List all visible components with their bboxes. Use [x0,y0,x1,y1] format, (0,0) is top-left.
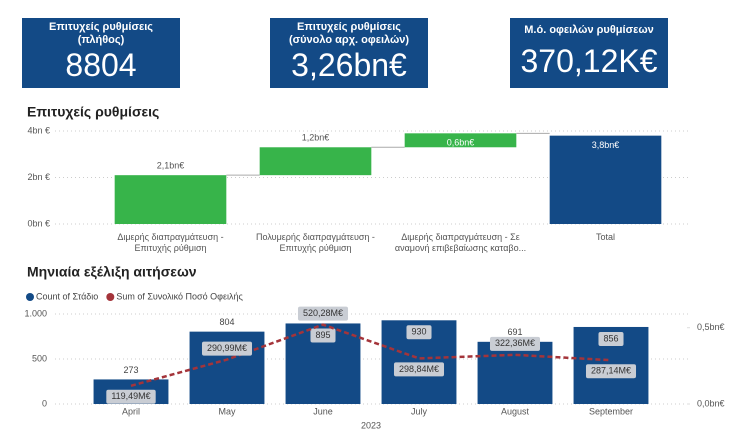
data-label: 273 [123,365,138,375]
label-box [310,328,336,343]
data-label: 804 [219,317,234,327]
x-tick-label: April [122,406,140,416]
bar [477,341,553,404]
label-box [106,389,156,404]
x-tick-label: May [218,406,236,416]
kpi-card: Μ.ό. οφειλών ρυθμίσεων 370,12K€ [510,18,668,88]
y-tick-label: 1.000 [24,308,47,318]
data-label: 322,36M€ [495,338,535,348]
data-label: 287,14M€ [591,366,631,376]
x-tick-label: Διμερής διαπραγμάτευση - Επιτυχής ρύθμισ… [117,232,224,253]
data-label: 520,28M€ [303,308,343,318]
label-box [406,325,432,340]
label-box [489,336,541,351]
kpi-value: 3,26bn€ [291,47,407,83]
bar [114,175,227,224]
chart-title: Μηνιαία εξέλιξη αιτήσεων [27,264,197,280]
label-box [598,331,624,346]
data-label: 691 [507,327,522,337]
kpi-title: Μ.ό. οφειλών ρυθμίσεων [524,24,654,36]
data-label: 895 [315,330,330,340]
data-label: 0,6bn€ [447,138,475,148]
x-tick-label-wrap: Διμερής διαπραγμάτευση - Επιτυχής ρύθμισ… [117,232,224,253]
line [130,323,612,387]
x-tick-label: September [589,406,633,416]
kpi-value: 8804 [65,47,137,83]
data-label: 2,1bn€ [157,161,185,171]
legend-label: Count of Στάδιο [36,291,98,301]
y-tick-label: 4bn € [27,125,50,135]
x-tick-label-wrap: Διμερής διαπραγμάτευση - Σε αναμονή επιβ… [394,232,527,253]
bar [549,135,662,224]
label-box [585,364,637,379]
data-label: 930 [411,327,426,337]
legend-swatch [106,293,115,301]
data-label: 856 [603,333,618,343]
x-tick-label: June [313,406,333,416]
legend-swatch [26,293,34,301]
data-label: 119,49M€ [111,391,150,401]
x-tick-label-wrap: Πολυμερής διαπραγμάτευση - Επιτυχής ρύθμ… [256,232,375,253]
kpi-title: Επιτυχείς ρυθμίσεις (πλήθος) [49,21,153,46]
y2-tick-label: 0,5bn€ [697,322,725,332]
kpi-title: Επιτυχείς ρυθμίσεις (σύνολο αρχ. οφειλών… [288,21,410,46]
legend-label: Sum of Συνολικό Ποσό Οφειλής [116,291,243,301]
data-label: 3,8bn€ [592,140,620,150]
x-tick-label-wrap: Total [595,232,615,242]
x-tick-label: August [501,406,530,416]
y-tick-label: 500 [32,353,47,363]
chart-title: Επιτυχείς ρυθμίσεις [27,104,159,120]
y-tick-label: 0bn € [27,218,50,228]
x-tick-label: July [411,406,428,416]
label-box [201,341,253,356]
label-box [393,362,445,377]
kpi-value: 370,12K€ [520,43,658,79]
x-tick-label: Διμερής διαπραγμάτευση - Σε αναμονή επιβ… [394,232,527,253]
bar [259,147,372,176]
bar [404,133,517,148]
kpi-card: Επιτυχείς ρυθμίσεις (πλήθος) 8804 [22,18,180,88]
data-label: 290,99M€ [207,343,247,353]
y2-tick-label: 0,0bn€ [697,398,725,408]
data-label: 298,84M€ [399,364,439,374]
x-tick-label: Πολυμερής διαπραγμάτευση - Επιτυχής ρύθμ… [256,232,375,253]
x-axis-title: 2023 [361,420,381,430]
x-tick-label: Total [595,232,615,242]
label-box [297,306,349,321]
y-tick-label: 0 [42,398,47,408]
kpi-card: Επιτυχείς ρυθμίσεις (σύνολο αρχ. οφειλών… [270,18,428,88]
data-label: 1,2bn€ [302,133,330,143]
y-tick-label: 2bn € [27,172,50,182]
